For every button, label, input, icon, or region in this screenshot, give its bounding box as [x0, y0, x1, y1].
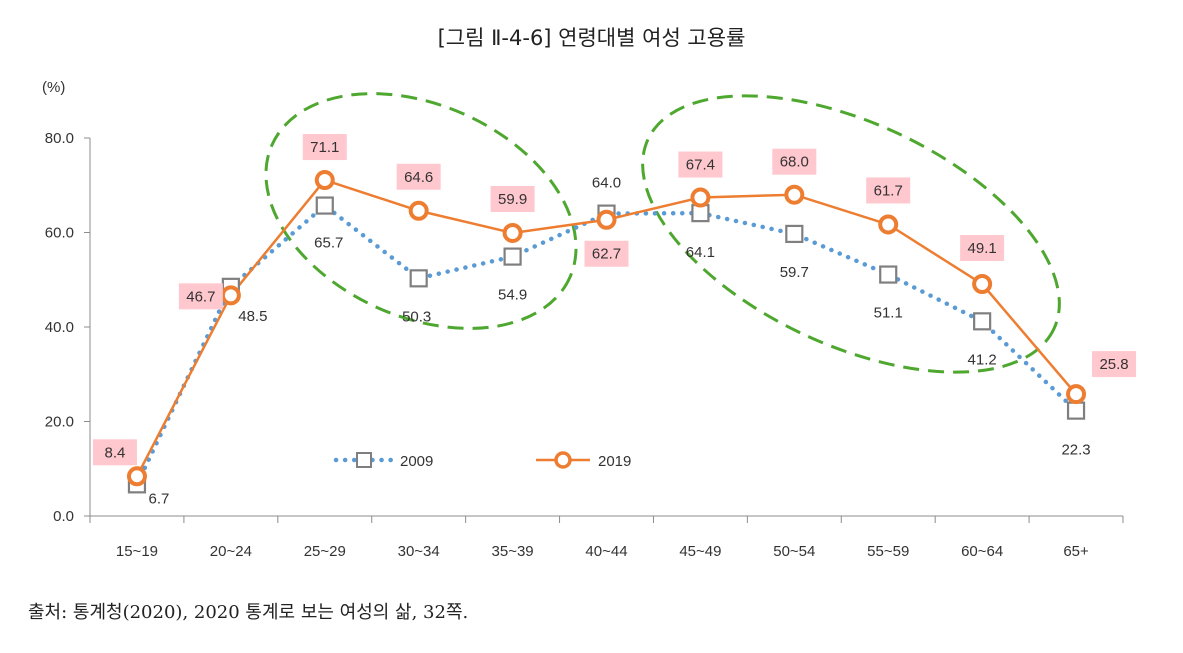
series-2009-value-label: 65.7 [314, 235, 343, 252]
series-2009-value-label: 64.0 [592, 175, 621, 192]
series-2019-label-box [396, 163, 441, 190]
x-tick-label: 30~34 [398, 543, 440, 560]
series-2019-label-box [1092, 351, 1137, 378]
series-2019-label-box [584, 240, 629, 267]
y-tick-label: 80.0 [45, 130, 74, 147]
x-tick-label: 65+ [1063, 543, 1089, 560]
y-tick-label: 20.0 [45, 414, 74, 431]
series-2019-point [690, 187, 711, 208]
series-2009-value-label: 59.7 [780, 264, 809, 281]
series-2009-point [785, 224, 804, 244]
x-tick-label: 20~24 [210, 543, 252, 560]
series-2019-point [408, 200, 429, 221]
series-2009-point [1066, 401, 1086, 420]
series-2019-value-label: 59.9 [498, 191, 527, 208]
series-2019-value-label: 49.1 [968, 240, 997, 257]
x-tick-label: 50~54 [773, 543, 815, 560]
series-2019-label-box [772, 148, 817, 175]
legend-2009-label: 2009 [400, 453, 433, 470]
series-2019-point [596, 209, 617, 230]
legend-2009-marker [356, 452, 372, 468]
series-2019-value-label: 8.4 [105, 444, 126, 461]
series-2019-label-box [178, 283, 223, 310]
x-tick-label: 40~44 [585, 543, 627, 560]
series-2019-label-box [960, 235, 1005, 262]
legend-2019-label: 2019 [598, 453, 631, 470]
series-2019-value-label: 68.0 [780, 154, 809, 171]
series-2009-line [134, 202, 1079, 487]
x-tick-label: 60~64 [961, 543, 1003, 560]
series-2019-point [1066, 384, 1087, 405]
y-tick-label: 40.0 [45, 319, 74, 336]
series-2009-value-label: 64.1 [686, 244, 715, 261]
series-2019-value-label: 46.7 [186, 288, 215, 305]
series-2019-point [314, 170, 335, 191]
series-2019-point [972, 274, 993, 295]
series-2009-point [503, 247, 522, 266]
highlight-ellipse-ages-45-64 [641, 94, 1061, 374]
series-2009-point [315, 196, 334, 215]
series-2019-value-label: 25.8 [1099, 356, 1128, 373]
series-2009-value-label: 54.9 [498, 287, 527, 304]
series-2019-value-label: 61.7 [874, 182, 903, 199]
series-2019-label-box [490, 185, 535, 212]
y-tick-label: 60.0 [45, 225, 74, 242]
x-tick-label: 25~29 [304, 543, 346, 560]
series-2009-value-label: 50.3 [402, 308, 431, 325]
y-axis-unit-label: (%) [42, 79, 65, 96]
series-2019-value-label: 64.6 [404, 169, 433, 186]
series-2009-value-label: 48.5 [238, 308, 267, 325]
series-2009-point [409, 269, 428, 288]
series-2009-value-label: 51.1 [874, 305, 903, 322]
series-2019-label-box [302, 134, 347, 161]
series-2019-label-box [92, 439, 137, 466]
series-2019-point [784, 184, 805, 205]
series-2009-value-label: 41.2 [968, 351, 997, 368]
legend-2019-marker [554, 451, 572, 469]
x-tick-label: 35~39 [492, 543, 534, 560]
series-2019-label-box [678, 151, 723, 178]
x-tick-label: 45~49 [679, 543, 721, 560]
x-tick-label: 15~19 [116, 543, 158, 560]
series-2019-label-box [866, 177, 911, 204]
x-tick-label: 55~59 [867, 543, 909, 560]
series-2019-value-label: 62.7 [592, 246, 621, 263]
series-2019-point [502, 222, 523, 243]
series-2019-point [126, 466, 147, 487]
series-2009-value-label: 22.3 [1061, 442, 1090, 459]
chart-title: [그림 Ⅱ-4-6] 연령대별 여성 고용률 [437, 26, 746, 50]
series-2019-value-label: 71.1 [310, 139, 339, 156]
series-2009-value-label: 6.7 [149, 490, 170, 507]
series-2009-point [879, 265, 898, 284]
y-tick-label: 0.0 [53, 508, 74, 525]
series-2019-value-label: 67.4 [686, 157, 715, 174]
source-note: 출처: 통계청(2020), 2020 통계로 보는 여성의 삶, 32쪽. [28, 602, 469, 623]
series-2019-point [220, 285, 241, 306]
series-2019-point [878, 214, 899, 235]
series-2009-point [973, 312, 992, 331]
highlight-ellipse-ages-25-39 [264, 92, 578, 330]
